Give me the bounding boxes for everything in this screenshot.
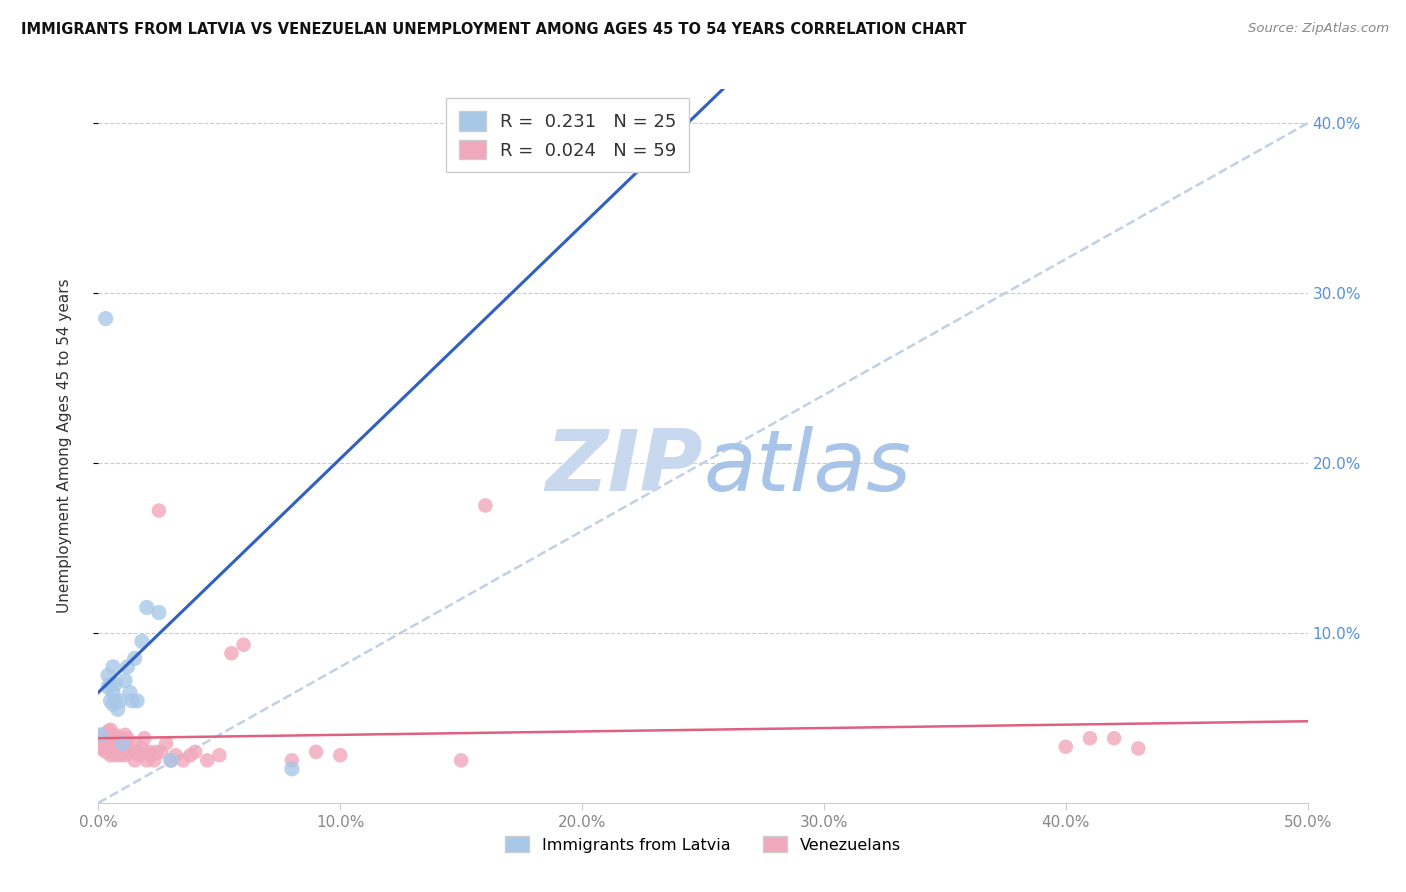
Point: [94, 731, 117, 746]
Point: [111, 736, 134, 750]
Point: [117, 731, 139, 746]
Point: [127, 694, 149, 708]
Point: [131, 741, 153, 756]
Point: [145, 745, 167, 759]
Point: [104, 728, 127, 742]
Point: [94, 311, 117, 326]
Point: [1102, 731, 1125, 746]
Point: [141, 748, 163, 763]
Point: [97, 724, 120, 739]
Point: [131, 634, 153, 648]
Point: [329, 748, 352, 763]
Point: [124, 651, 146, 665]
Text: Source: ZipAtlas.com: Source: ZipAtlas.com: [1249, 22, 1389, 36]
Point: [107, 745, 129, 759]
Point: [165, 748, 187, 763]
Point: [91, 741, 114, 756]
Point: [114, 748, 136, 763]
Point: [108, 731, 131, 746]
Point: [97, 736, 120, 750]
Point: [127, 745, 149, 759]
Point: [104, 677, 127, 691]
Point: [100, 748, 122, 763]
Point: [121, 745, 143, 759]
Point: [148, 606, 170, 620]
Point: [107, 702, 129, 716]
Point: [90, 741, 112, 756]
Point: [100, 723, 122, 737]
Point: [111, 736, 134, 750]
Point: [124, 753, 146, 767]
Point: [114, 728, 136, 742]
Point: [101, 745, 124, 759]
Point: [208, 748, 231, 763]
Point: [172, 753, 194, 767]
Point: [134, 731, 156, 746]
Text: ZIP: ZIP: [546, 425, 703, 509]
Point: [450, 753, 472, 767]
Point: [143, 753, 166, 767]
Point: [101, 698, 124, 712]
Point: [100, 694, 122, 708]
Point: [1054, 739, 1077, 754]
Point: [121, 694, 143, 708]
Point: [104, 748, 127, 763]
Point: [184, 745, 207, 759]
Point: [474, 499, 496, 513]
Point: [117, 745, 139, 759]
Point: [101, 660, 124, 674]
Text: IMMIGRANTS FROM LATVIA VS VENEZUELAN UNEMPLOYMENT AMONG AGES 45 TO 54 YEARS CORR: IMMIGRANTS FROM LATVIA VS VENEZUELAN UNE…: [21, 22, 966, 37]
Point: [124, 736, 146, 750]
Y-axis label: Unemployment Among Ages 45 to 54 years: Unemployment Among Ages 45 to 54 years: [58, 278, 72, 614]
Point: [94, 745, 117, 759]
Point: [281, 762, 304, 776]
Text: atlas: atlas: [703, 425, 911, 509]
Point: [90, 731, 112, 746]
Point: [305, 745, 328, 759]
Point: [135, 600, 157, 615]
Point: [91, 728, 114, 742]
Point: [148, 503, 170, 517]
Point: [1128, 741, 1150, 756]
Point: [111, 745, 134, 759]
Point: [100, 736, 122, 750]
Point: [221, 646, 243, 660]
Point: [108, 694, 131, 708]
Point: [118, 685, 141, 699]
Point: [150, 745, 173, 759]
Point: [107, 736, 129, 750]
Point: [1078, 731, 1101, 746]
Point: [281, 753, 304, 767]
Point: [97, 680, 120, 694]
Point: [97, 668, 120, 682]
Point: [100, 677, 122, 691]
Point: [232, 638, 254, 652]
Point: [101, 685, 124, 699]
Point: [118, 745, 141, 759]
Point: [138, 745, 160, 759]
Point: [114, 673, 136, 688]
Point: [160, 753, 183, 767]
Point: [135, 753, 157, 767]
Point: [195, 753, 218, 767]
Point: [117, 660, 139, 674]
Point: [155, 736, 177, 750]
Legend: Immigrants from Latvia, Venezuelans: Immigrants from Latvia, Venezuelans: [499, 830, 907, 859]
Point: [104, 694, 127, 708]
Point: [128, 748, 150, 763]
Point: [160, 753, 183, 767]
Point: [101, 734, 124, 748]
Point: [90, 728, 112, 742]
Point: [179, 748, 201, 763]
Point: [108, 748, 131, 763]
